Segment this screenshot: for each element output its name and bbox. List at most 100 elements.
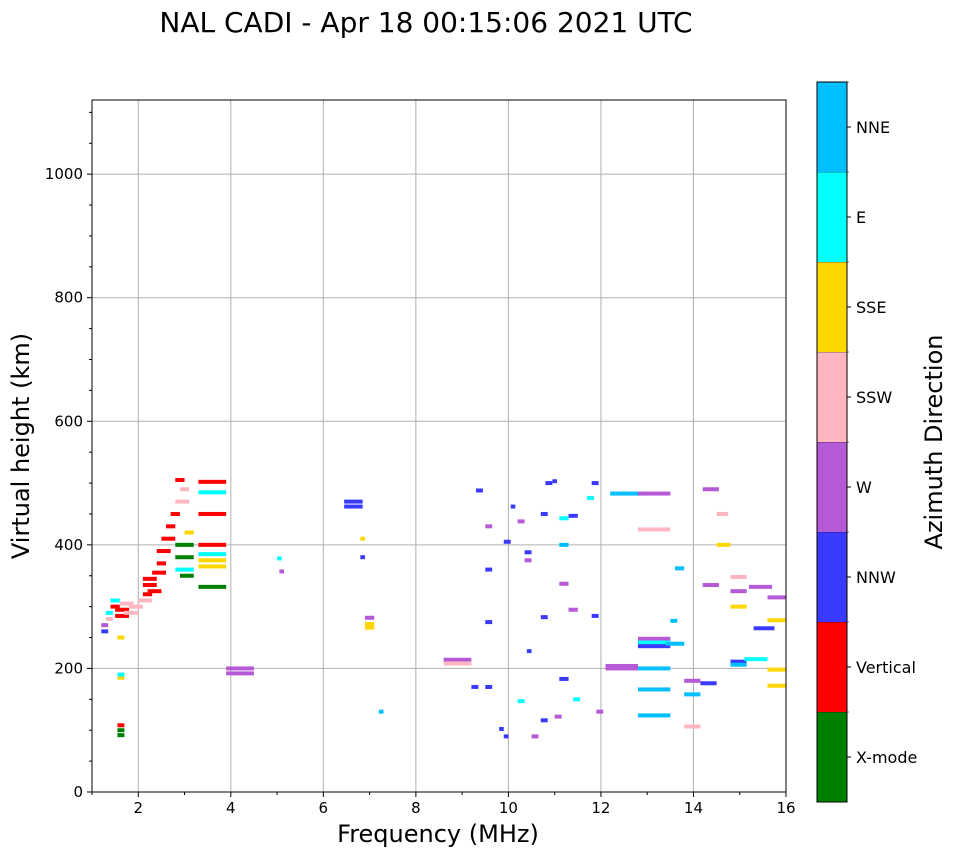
echo-mark	[101, 629, 108, 633]
y-tick-label: 0	[73, 783, 83, 801]
echo-mark	[148, 589, 162, 593]
colorbar-label-e: E	[856, 208, 866, 227]
echo-mark	[552, 479, 557, 483]
echo-mark	[767, 684, 786, 688]
echo-mark	[499, 727, 504, 731]
plot-frame	[92, 100, 786, 792]
echo-mark	[117, 636, 124, 640]
echo-mark	[365, 626, 374, 630]
echo-mark	[730, 663, 746, 667]
colorbar-swatch	[817, 82, 847, 172]
echo-mark	[157, 561, 166, 565]
plot-area: 2 4 6 8 10 12 14 16 02004006008001000	[45, 100, 796, 817]
echo-mark	[226, 666, 254, 670]
echo-mark	[638, 666, 670, 670]
echo-mark	[527, 649, 532, 653]
echo-mark	[175, 500, 189, 504]
echo-mark	[444, 658, 472, 662]
echo-mark	[717, 543, 731, 547]
echo-mark	[129, 605, 143, 609]
x-tick-label: 2	[133, 799, 143, 817]
echo-mark	[592, 481, 599, 485]
echo-mark	[175, 555, 194, 559]
y-tick-label: 200	[54, 659, 83, 677]
echo-mark	[166, 524, 175, 528]
echo-mark	[138, 598, 152, 602]
echo-mark	[360, 537, 365, 541]
echo-mark	[101, 623, 108, 627]
echo-mark	[198, 564, 226, 568]
echo-mark	[767, 618, 786, 622]
echo-mark	[717, 512, 729, 516]
echo-mark	[684, 679, 700, 683]
echo-mark	[638, 637, 670, 641]
echo-mark	[198, 480, 226, 484]
x-tick-label: 14	[684, 799, 703, 817]
echo-mark	[767, 668, 786, 672]
x-tick-label: 4	[226, 799, 236, 817]
echo-mark	[518, 699, 525, 703]
echo-mark	[117, 723, 124, 727]
echo-mark	[744, 657, 767, 661]
echo-mark	[569, 514, 578, 518]
colorbar-swatch	[817, 712, 847, 802]
data-marks	[101, 478, 786, 738]
x-axis-ticks: 2 4 6 8 10 12 14 16	[92, 792, 796, 817]
colorbar-label-sse: SSE	[856, 298, 886, 317]
echo-mark	[143, 577, 157, 581]
echo-mark	[111, 598, 120, 602]
echo-mark	[703, 487, 719, 491]
colorbar-label-w: W	[856, 478, 872, 497]
echo-mark	[485, 620, 492, 624]
echo-mark	[545, 481, 552, 485]
colorbar-label-ssw: SSW	[856, 388, 892, 407]
echo-mark	[675, 566, 684, 570]
colorbar-swatch	[817, 352, 847, 442]
echo-mark	[117, 728, 124, 732]
echo-mark	[541, 512, 548, 516]
echo-mark	[559, 582, 568, 586]
echo-mark	[471, 685, 478, 689]
echo-mark	[730, 589, 746, 593]
x-axis-label: Frequency (MHz)	[337, 820, 539, 848]
echo-mark	[117, 733, 124, 737]
echo-mark	[344, 500, 363, 504]
echo-mark	[124, 611, 138, 615]
echo-mark	[344, 505, 363, 509]
echo-mark	[485, 685, 492, 689]
echo-mark	[198, 512, 226, 516]
echo-mark	[504, 734, 509, 738]
x-tick-label: 6	[319, 799, 329, 817]
echo-mark	[703, 583, 719, 587]
y-axis-label: Virtual height (km)	[7, 333, 35, 559]
echo-mark	[117, 673, 124, 677]
ionogram-chart: NAL CADI - Apr 18 00:15:06 2021 UTC 2468…	[0, 0, 958, 857]
echo-mark	[185, 531, 194, 535]
colorbar-label: Azimuth Direction	[920, 335, 948, 550]
colorbar-swatch	[817, 442, 847, 532]
echo-mark	[610, 492, 642, 496]
echo-mark	[198, 490, 226, 494]
echo-mark	[485, 568, 492, 572]
echo-mark	[143, 583, 157, 587]
echo-mark	[444, 661, 472, 665]
echo-mark	[541, 615, 548, 619]
grid	[92, 100, 786, 792]
colorbar-swatch	[817, 262, 847, 352]
echo-mark	[175, 478, 184, 482]
echo-mark	[198, 543, 226, 547]
echo-mark	[573, 697, 580, 701]
echo-mark	[559, 677, 568, 681]
echo-mark	[106, 617, 113, 621]
colorbar-swatch	[817, 622, 847, 712]
echo-mark	[559, 516, 568, 520]
y-axis-ticks: 02004006008001000	[45, 112, 92, 801]
echo-mark	[596, 710, 603, 714]
y-tick-label: 400	[54, 536, 83, 554]
echo-mark	[198, 558, 226, 562]
colorbar-swatch	[817, 172, 847, 262]
echo-mark	[638, 640, 670, 644]
x-tick-label: 8	[411, 799, 421, 817]
echo-mark	[518, 519, 525, 523]
y-tick-label: 600	[54, 412, 83, 430]
